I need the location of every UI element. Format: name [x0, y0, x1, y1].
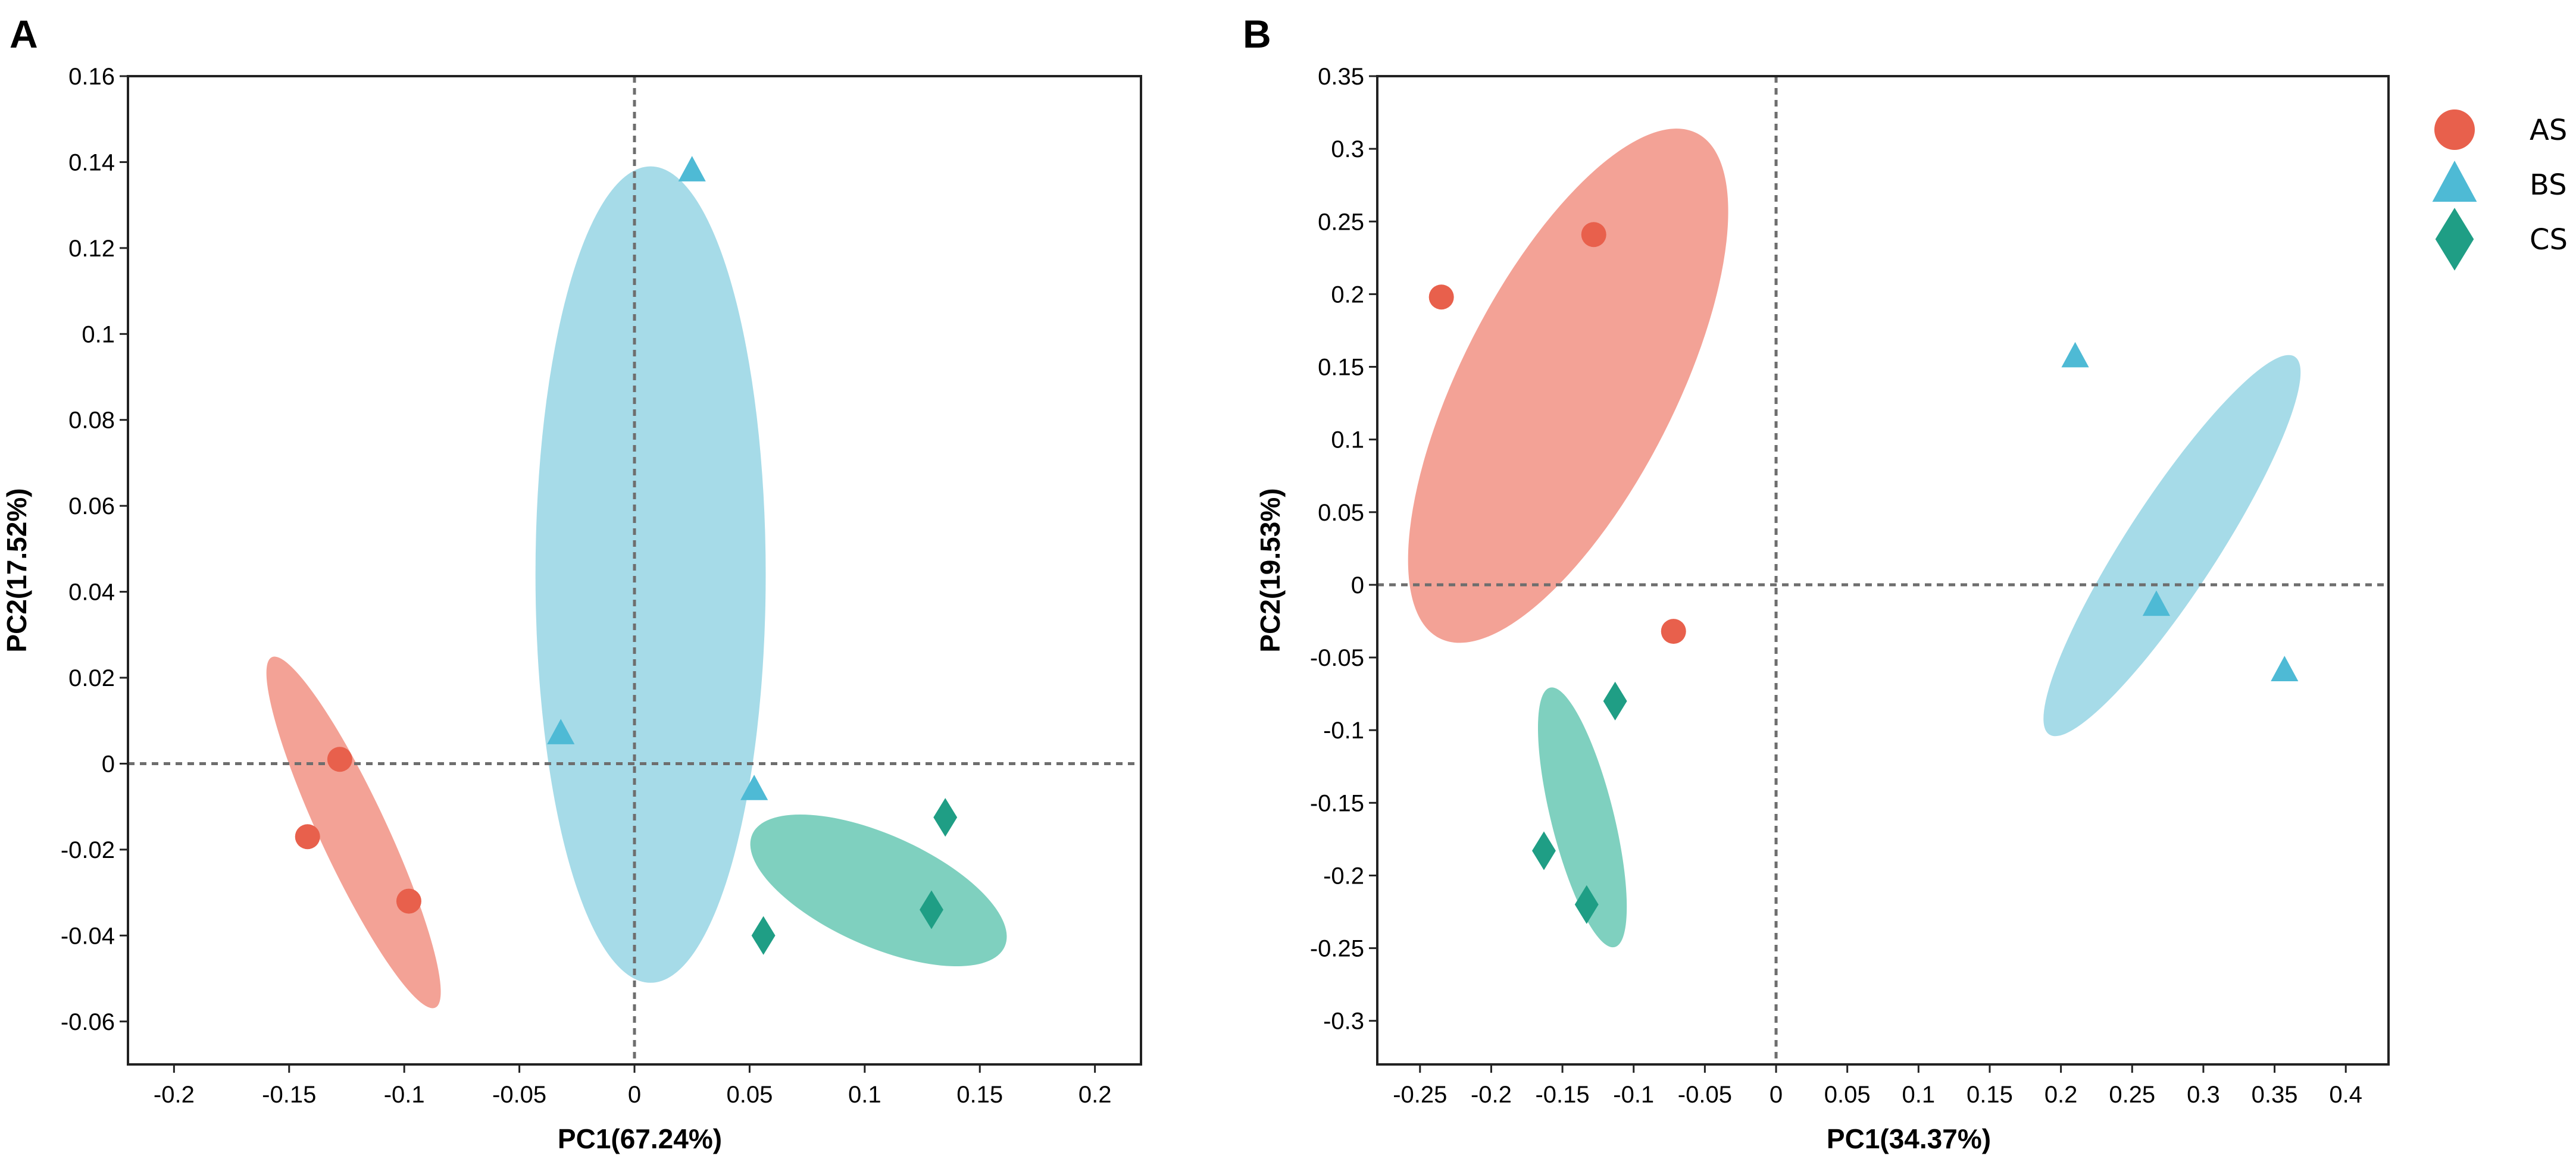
- x-axis-title: PC1(34.37%): [1827, 1123, 1991, 1154]
- x-tick-label: -0.25: [1393, 1082, 1447, 1108]
- x-tick-label: -0.15: [262, 1082, 316, 1108]
- confidence-ellipse-cs: [750, 814, 1007, 967]
- legend-marker-cs: [2435, 208, 2474, 271]
- x-tick-label: 0: [1770, 1082, 1783, 1108]
- y-tick-label: -0.06: [61, 1009, 115, 1035]
- data-point-as-3: [396, 888, 421, 914]
- pca-plot-b: -0.25 -0.2 -0.15 -0.1 -0.05 0 0.05 0.1 0.15 0.2 0.…: [1255, 64, 2390, 1154]
- x-tick-label: 0.15: [1967, 1082, 2013, 1108]
- y-tick-label: 0: [102, 751, 115, 777]
- y-tick-label: -0.25: [1310, 936, 1364, 962]
- x-tick-label: 0.4: [2329, 1082, 2362, 1108]
- data-point-cs-2: [1532, 831, 1556, 870]
- y-tick-label: 0.14: [68, 149, 115, 176]
- data-point-as-2: [295, 824, 320, 850]
- data-point-as-2: [1581, 222, 1606, 248]
- y-tick-label: 0.12: [68, 236, 115, 262]
- x-tick-label: 0.25: [2109, 1082, 2155, 1108]
- y-tick-label: -0.02: [61, 837, 115, 863]
- y-tick-label: 0.3: [1331, 136, 1364, 162]
- y-axis-title: PC2(17.52%): [1, 488, 32, 652]
- x-tick-label: 0.2: [2044, 1082, 2078, 1108]
- x-tick-label: 0.35: [2252, 1082, 2298, 1108]
- confidence-ellipse-cs: [1537, 687, 1627, 948]
- data-point-bs-2: [547, 719, 575, 744]
- legend-item-as: AS: [2434, 109, 2567, 150]
- legend-item-bs: BS: [2432, 160, 2567, 202]
- pca-plot-a: -0.2 -0.15 -0.1 -0.05 0 0.05 0.1 0.15 0.2 -0.06 -0…: [1, 64, 1142, 1154]
- x-tick-label: -0.15: [1535, 1082, 1589, 1108]
- confidence-ellipse-as: [266, 656, 441, 1008]
- data-point-bs-3: [2271, 656, 2299, 681]
- x-tick-label: -0.05: [1678, 1082, 1732, 1108]
- legend-label-cs: CS: [2530, 223, 2568, 256]
- plot-frame: [1376, 75, 2390, 1066]
- y-tick-label: 0.02: [68, 665, 115, 691]
- legend-item-cs: CS: [2435, 208, 2568, 271]
- data-point-bs-3: [740, 775, 768, 800]
- y-tick-label: 0.25: [1318, 209, 1364, 235]
- confidence-ellipse-bs: [2043, 355, 2301, 737]
- y-tick-label: -0.3: [1323, 1008, 1364, 1035]
- y-tick-label: 0.1: [1331, 427, 1364, 453]
- y-tick-label: 0.2: [1331, 281, 1364, 308]
- y-tick-label: 0.06: [68, 493, 115, 519]
- data-point-bs-1: [2061, 342, 2089, 368]
- confidence-ellipse-as: [1408, 129, 1728, 643]
- data-point-as-1: [327, 747, 352, 772]
- legend-label-as: AS: [2530, 114, 2567, 147]
- y-tick-label: -0.04: [61, 923, 115, 949]
- x-tick-label: -0.05: [492, 1082, 546, 1108]
- x-tick-label: -0.1: [384, 1082, 425, 1108]
- x-tick-label: 0.15: [956, 1082, 1003, 1108]
- y-tick-label: 0.04: [68, 580, 115, 606]
- y-axis-title: PC2(19.53%): [1255, 488, 1286, 652]
- legend: AS BS CS: [2432, 109, 2568, 271]
- legend-label-bs: BS: [2530, 168, 2567, 202]
- data-point-as-3: [1661, 619, 1686, 644]
- y-tick-label: -0.05: [1310, 645, 1364, 671]
- legend-marker-as: [2434, 109, 2475, 150]
- x-axis-title: PC1(67.24%): [558, 1123, 722, 1154]
- panel-label-b: B: [1243, 12, 1271, 56]
- x-tick-label: 0.1: [1902, 1082, 1936, 1108]
- x-tick-label: -0.2: [1471, 1082, 1512, 1108]
- y-tick-label: 0.05: [1318, 500, 1364, 526]
- x-tick-label: 0.05: [1824, 1082, 1871, 1108]
- x-tick-label: 0.3: [2187, 1082, 2220, 1108]
- y-tick-label: -0.2: [1323, 863, 1364, 889]
- data-point-cs-1: [933, 798, 958, 837]
- confidence-ellipse-bs: [535, 166, 766, 983]
- x-tick-label: 0.1: [848, 1082, 881, 1108]
- data-point-cs-3: [1574, 885, 1599, 924]
- x-tick-label: 0.05: [726, 1082, 773, 1108]
- y-tick-label: 0.16: [68, 64, 115, 90]
- x-tick-label: -0.1: [1613, 1082, 1654, 1108]
- panel-label-a: A: [10, 12, 38, 56]
- data-point-cs-3: [751, 916, 776, 955]
- x-tick-label: -0.2: [154, 1082, 195, 1108]
- legend-marker-bs: [2432, 160, 2477, 202]
- data-point-cs-2: [920, 890, 943, 929]
- y-tick-label: 0.15: [1318, 355, 1364, 381]
- y-tick-label: 0.35: [1318, 64, 1364, 90]
- x-tick-label: 0.2: [1078, 1082, 1112, 1108]
- data-point-cs-1: [1603, 681, 1627, 721]
- data-point-bs-1: [678, 156, 706, 181]
- y-tick-label: -0.15: [1310, 790, 1364, 816]
- x-tick-label: 0: [628, 1082, 641, 1108]
- data-point-bs-2: [2142, 590, 2171, 616]
- data-point-as-1: [1428, 284, 1454, 310]
- y-tick-label: 0.08: [68, 408, 115, 434]
- y-tick-label: 0.1: [82, 321, 115, 347]
- y-tick-label: -0.1: [1323, 718, 1364, 744]
- y-tick-label: 0: [1351, 572, 1364, 599]
